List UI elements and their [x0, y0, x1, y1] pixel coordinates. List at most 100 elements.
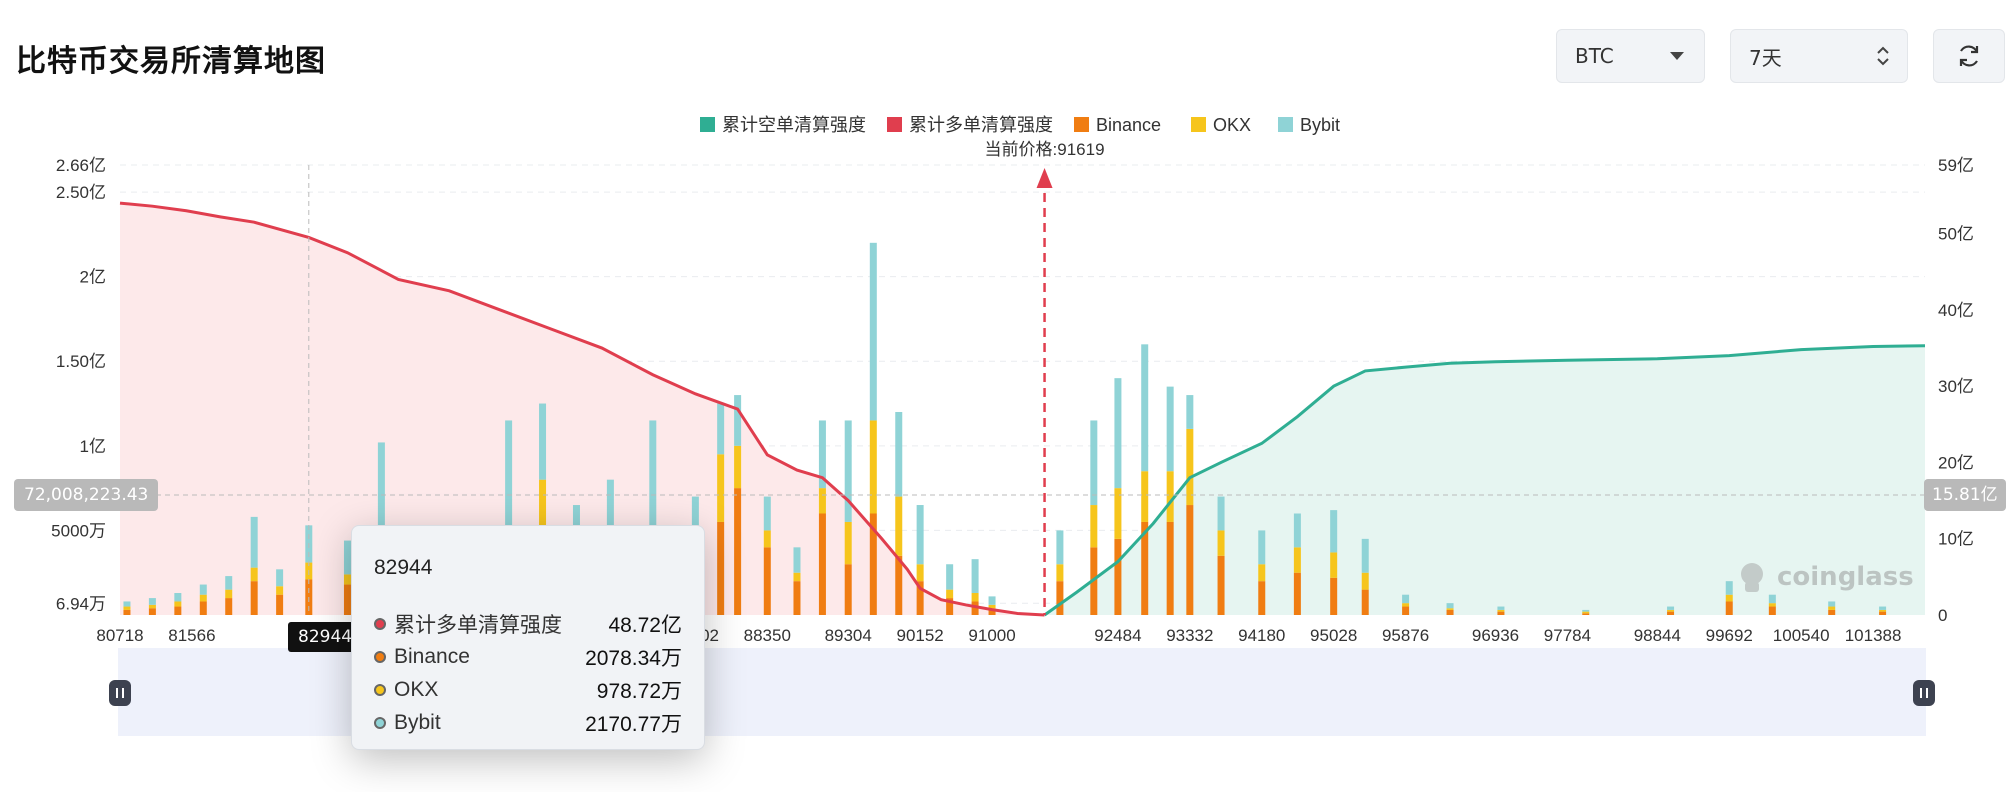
refresh-button[interactable] — [1933, 29, 2005, 83]
bar-bybit — [895, 411, 903, 497]
bar-bybit — [1879, 606, 1887, 610]
bar-okx — [916, 564, 924, 582]
bar-bybit — [505, 420, 513, 539]
tooltip-dot — [374, 651, 386, 663]
x-axis-tick: 80718 — [96, 626, 143, 645]
bar-okx — [1828, 606, 1836, 610]
handle-grip — [1926, 688, 1928, 698]
bar-bybit — [1166, 386, 1174, 472]
legend-swatch — [1278, 117, 1293, 132]
left-axis-tick: 6.94万 — [56, 594, 106, 613]
bar-bybit — [818, 420, 826, 489]
bar-binance — [988, 608, 996, 615]
handle-grip — [1920, 688, 1922, 698]
coin-select[interactable]: BTC — [1556, 29, 1705, 83]
bar-bybit — [1330, 510, 1338, 553]
bar-bybit — [1293, 513, 1301, 548]
right-axis-tick: 50亿 — [1938, 225, 1974, 244]
bar-binance — [1217, 555, 1225, 615]
tooltip-dot — [374, 618, 386, 630]
right-axis-tick: 10亿 — [1938, 530, 1974, 549]
current-price-arrow — [1036, 168, 1053, 188]
bar-bybit — [148, 598, 156, 605]
current-price-label: 当前价格:91619 — [985, 140, 1105, 159]
bar-bybit — [869, 242, 877, 421]
x-axis-tick: 90152 — [896, 626, 943, 645]
tooltip-price: 82944 — [374, 556, 433, 579]
tooltip-label: Bybit — [394, 711, 441, 734]
x-axis-tick: 93332 — [1166, 626, 1213, 645]
tooltip-value: 2078.34万 — [585, 647, 682, 670]
bar-binance — [1166, 521, 1174, 615]
crosshair-x-label: 82944 — [288, 622, 363, 652]
bar-bybit — [199, 584, 207, 595]
bar-bybit — [539, 403, 547, 480]
bar-okx — [869, 420, 877, 514]
bar-binance — [1402, 606, 1410, 615]
bar-okx — [539, 479, 547, 539]
x-axis-tick: 99692 — [1706, 626, 1753, 645]
long-cumulative-area — [120, 203, 1045, 615]
x-axis-tick: 89304 — [825, 626, 872, 645]
bar-okx — [971, 593, 979, 602]
bar-bybit — [225, 576, 233, 590]
legend-swatch — [700, 117, 715, 132]
tooltip-label: OKX — [394, 678, 439, 701]
bar-binance — [1582, 613, 1590, 615]
legend-label: 累计多单清算强度 — [909, 115, 1053, 135]
tooltip-row: 累计多单清算强度 48.72亿 — [374, 610, 682, 638]
bar-binance — [1446, 609, 1454, 615]
bar-okx — [1166, 471, 1174, 522]
bar-binance — [916, 581, 924, 615]
bar-okx — [1141, 471, 1149, 522]
legend-label: 累计空单清算强度 — [722, 115, 866, 135]
time-range-select[interactable]: 7天 — [1730, 29, 1908, 83]
bar-okx — [1361, 572, 1369, 590]
bar-bybit — [988, 596, 996, 605]
bar-binance — [1186, 505, 1194, 615]
bar-bybit — [971, 559, 979, 594]
bar-okx — [1330, 552, 1338, 578]
bar-binance — [174, 606, 182, 615]
bar-binance — [818, 513, 826, 615]
tooltip-row: Bybit 2170.77万 — [374, 709, 682, 737]
zoom-handle-right — [1913, 680, 1935, 706]
bar-bybit — [691, 496, 699, 531]
bar-okx — [946, 589, 954, 599]
bar-okx — [895, 496, 903, 556]
bar-bybit — [1361, 538, 1369, 573]
bar-binance — [717, 521, 725, 615]
left-axis-tick: 2.50亿 — [56, 183, 106, 202]
short-cumulative-line — [1043, 344, 1926, 617]
bar-bybit — [606, 479, 614, 548]
bar-okx — [276, 586, 284, 595]
bar-binance — [763, 547, 771, 615]
left-axis-tick: 2亿 — [80, 268, 106, 287]
x-axis-tick: 88350 — [744, 626, 791, 645]
bar-binance — [199, 601, 207, 615]
tooltip-value: 978.72万 — [596, 680, 682, 703]
bar-bybit — [793, 547, 801, 573]
bar-okx — [1667, 609, 1675, 612]
tooltip-row: Binance 2078.34万 — [374, 643, 682, 671]
legend-label: OKX — [1213, 115, 1251, 135]
bar-okx — [343, 574, 351, 585]
bar-bybit — [1090, 420, 1098, 506]
x-axis-tick: 98844 — [1634, 626, 1681, 645]
bar-binance — [946, 598, 954, 615]
bar-binance — [1828, 609, 1836, 615]
crosshair-right-value: 15.81亿 — [1924, 479, 2006, 511]
right-axis-tick: 20亿 — [1938, 453, 1974, 472]
bar-bybit — [946, 564, 954, 590]
bar-binance — [1768, 606, 1776, 615]
bar-bybit — [377, 442, 385, 544]
legend-label: Bybit — [1300, 115, 1340, 135]
bar-binance — [1497, 611, 1505, 615]
bar-bybit — [343, 540, 351, 575]
bar-okx — [763, 530, 771, 548]
bar-okx — [1582, 611, 1590, 614]
right-axis-tick: 0 — [1938, 606, 1947, 625]
bar-bybit — [1141, 344, 1149, 472]
x-axis-tick: 94180 — [1238, 626, 1285, 645]
